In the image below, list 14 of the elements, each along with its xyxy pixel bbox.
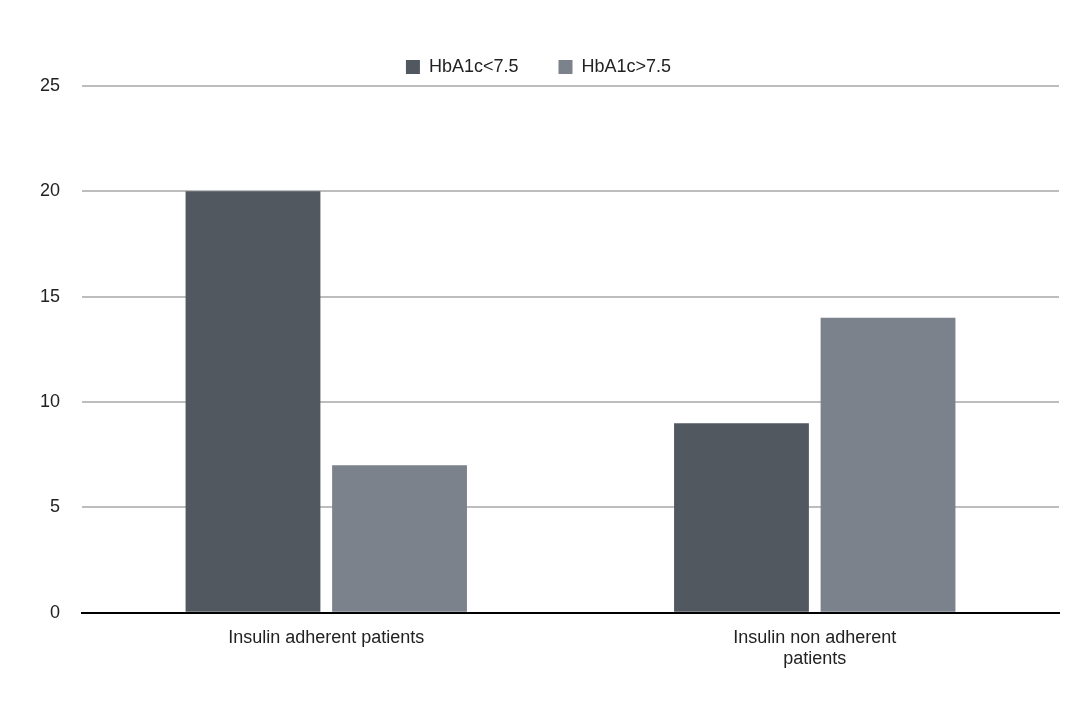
y-tick-label: 20 xyxy=(39,180,61,201)
x-tick-label: Insulin adherent patients xyxy=(228,626,425,647)
legend-label: HbA1c<7.5 xyxy=(428,55,519,76)
x-tick-label: Insulin non adherent patients xyxy=(733,626,897,669)
y-tick-label: 0 xyxy=(50,601,61,622)
legend-label: HbA1c>7.5 xyxy=(581,55,672,76)
y-tick-label: 25 xyxy=(39,74,61,95)
bar xyxy=(185,191,321,612)
bar xyxy=(820,317,956,612)
y-tick-label: 10 xyxy=(39,391,61,412)
bar xyxy=(332,465,467,612)
y-tick-label: 15 xyxy=(39,285,61,306)
bar xyxy=(674,423,809,612)
y-tick-label: 5 xyxy=(50,496,61,517)
